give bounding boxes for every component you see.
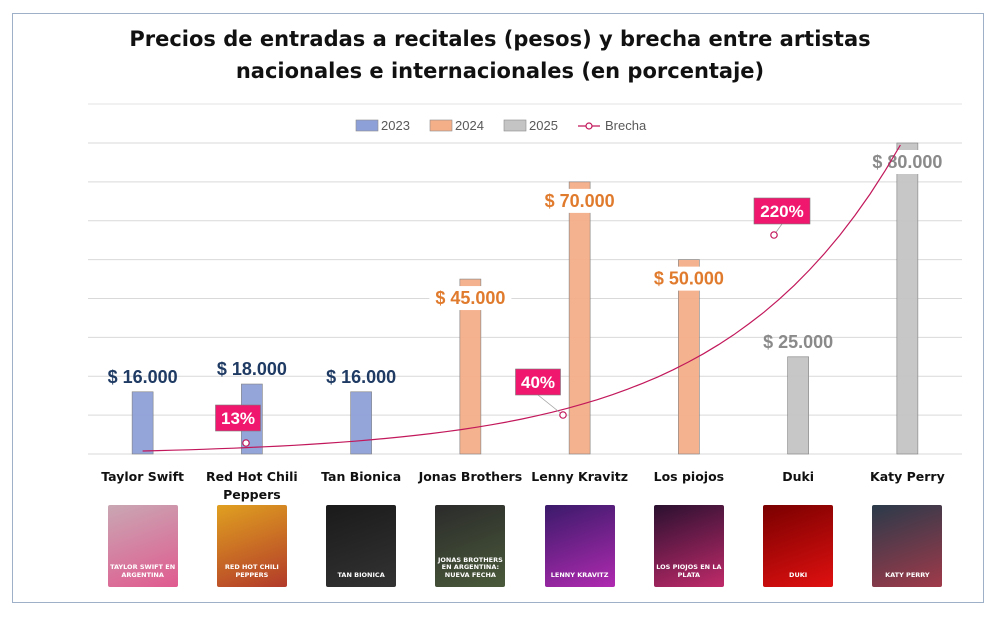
category-label-1-0: Red Hot Chili bbox=[206, 469, 298, 484]
bar-2023-2 bbox=[350, 391, 372, 455]
value-label-6: $ 25.000 bbox=[763, 332, 833, 352]
katy-perry-poster: KATY PERRY bbox=[872, 505, 943, 587]
tan-bionica-poster: TAN BIONICA bbox=[326, 505, 397, 587]
value-label-7: $ 80.000 bbox=[872, 152, 942, 172]
los-piojos-poster: LOS PIOJOS EN LA PLATA bbox=[653, 505, 724, 587]
bar-2024-4 bbox=[568, 181, 591, 455]
bar-2023-0 bbox=[131, 391, 154, 455]
legend-label-2023: 2023 bbox=[381, 118, 410, 133]
lenny-kravitz-poster: LENNY KRAVITZ bbox=[544, 505, 615, 587]
chart-title-line-1: Precios de entradas a recitales (pesos) … bbox=[129, 27, 871, 51]
brecha-leader-1 bbox=[537, 394, 564, 416]
category-label-4-0: Lenny Kravitz bbox=[531, 469, 628, 484]
value-label-5: $ 50.000 bbox=[654, 269, 724, 289]
rhcp-poster: RED HOT CHILI PEPPERS bbox=[216, 505, 287, 587]
value-label-3: $ 45.000 bbox=[435, 288, 505, 308]
bar-2024-5 bbox=[678, 259, 700, 455]
value-label-1: $ 18.000 bbox=[217, 359, 287, 379]
bar-2025-6 bbox=[787, 356, 809, 455]
legend-marker-brecha bbox=[585, 122, 593, 130]
value-label-0: $ 16.000 bbox=[108, 367, 178, 387]
legend-label-2025: 2025 bbox=[529, 118, 558, 133]
rhcp-poster-text: RED HOT CHILI PEPPERS bbox=[224, 563, 279, 579]
legend-swatch-2023 bbox=[355, 119, 379, 132]
value-label-bg-7 bbox=[866, 150, 949, 174]
brecha-label-2: 220% bbox=[760, 202, 803, 221]
legend-label-2024: 2024 bbox=[455, 118, 484, 133]
chart-title-line-2: nacionales e internacionales (en porcent… bbox=[235, 59, 765, 83]
los-piojos-poster-text: LOS PIOJOS EN LA PLATA bbox=[656, 563, 722, 579]
legend-swatch-2025 bbox=[503, 119, 527, 132]
brecha-label-1: 40% bbox=[521, 373, 555, 392]
brecha-badge-0 bbox=[215, 404, 261, 432]
value-label-bg-5 bbox=[647, 266, 730, 291]
brecha-curve bbox=[142, 144, 901, 452]
legend-swatch-2024 bbox=[429, 119, 453, 132]
category-label-3-0: Jonas Brothers bbox=[418, 469, 523, 484]
category-label-0-0: Taylor Swift bbox=[101, 469, 184, 484]
duki-poster-text: DUKI bbox=[789, 570, 808, 579]
brecha-marker-2 bbox=[770, 231, 778, 239]
brecha-label-0: 13% bbox=[221, 409, 255, 428]
jonas-brothers-poster: JONAS BROTHERS EN ARGENTINA: NUEVA FECHA bbox=[435, 505, 506, 587]
katy-perry-poster-text: KATY PERRY bbox=[885, 570, 930, 579]
brecha-marker-0 bbox=[242, 439, 250, 447]
legend-label-brecha: Brecha bbox=[605, 118, 647, 133]
value-label-4: $ 70.000 bbox=[545, 191, 615, 211]
value-label-bg-3 bbox=[429, 286, 512, 311]
brecha-badge-2 bbox=[753, 197, 811, 225]
bar-2025-7 bbox=[896, 142, 919, 455]
value-label-2: $ 16.000 bbox=[326, 367, 396, 387]
category-label-7-0: Katy Perry bbox=[870, 469, 945, 484]
taylor-swift-poster: TAYLOR SWIFT EN ARGENTINA bbox=[107, 505, 178, 587]
brecha-marker-1 bbox=[559, 411, 567, 419]
category-label-6-0: Duki bbox=[782, 469, 814, 484]
category-label-2-0: Tan Bionica bbox=[321, 469, 401, 484]
duki-poster: DUKI bbox=[763, 505, 834, 587]
bar-2024-3 bbox=[459, 278, 482, 455]
value-label-bg-4 bbox=[538, 188, 621, 213]
category-label-1-1: Peppers bbox=[223, 487, 281, 502]
category-label-5-0: Los piojos bbox=[654, 469, 724, 484]
lenny-kravitz-poster-text: LENNY KRAVITZ bbox=[550, 570, 609, 579]
tan-bionica-poster-text: TAN BIONICA bbox=[337, 570, 385, 579]
brecha-badge-1 bbox=[515, 368, 561, 396]
jonas-brothers-poster-text: JONAS BROTHERS EN ARGENTINA: NUEVA FECHA bbox=[437, 555, 503, 579]
taylor-swift-poster-text: TAYLOR SWIFT EN ARGENTINA bbox=[110, 563, 176, 579]
